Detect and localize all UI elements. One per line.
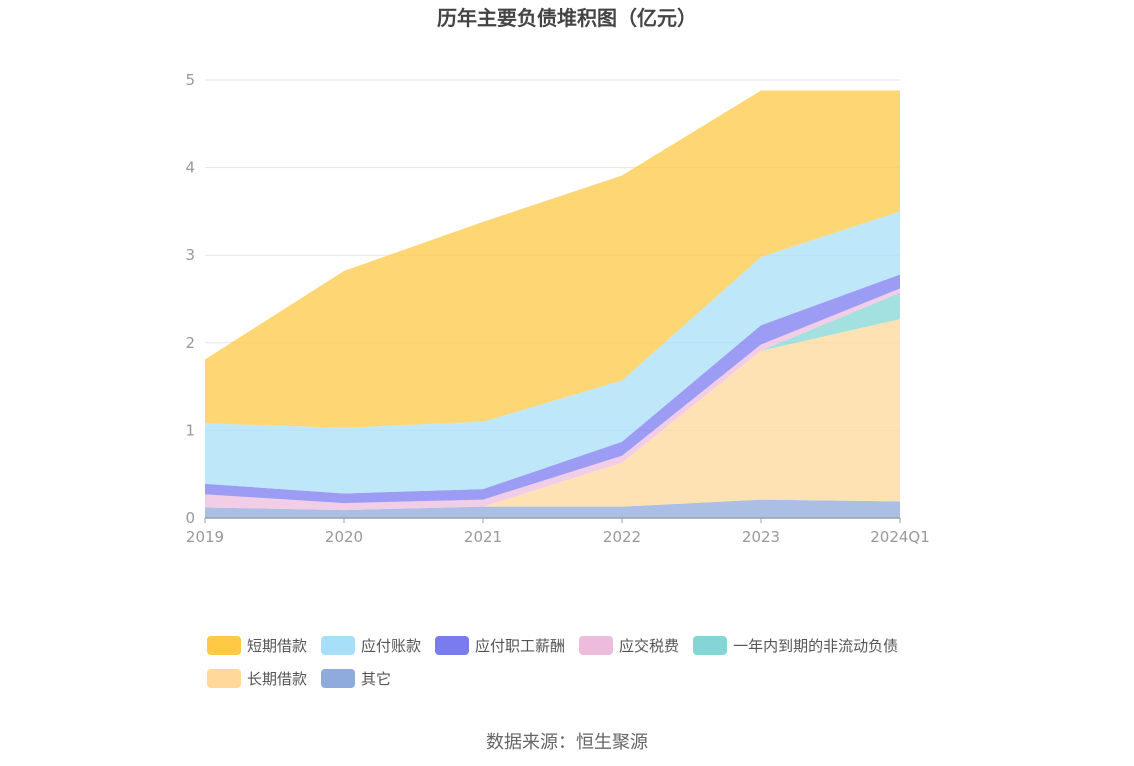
legend-item[interactable]: 一年内到期的非流动负债: [693, 635, 898, 656]
legend-swatch: [207, 669, 241, 688]
x-tick-label: 2021: [464, 528, 502, 546]
chart-title: 历年主要负债堆积图（亿元）: [437, 6, 697, 30]
source-note: 数据来源：恒生聚源: [486, 732, 648, 753]
y-tick-label: 1: [185, 421, 195, 439]
legend-swatch: [207, 636, 241, 655]
stacked-area-chart: 0 1 2 3 4 5 2019 2020 2021 2022 2023 2024Q1: [185, 71, 929, 546]
legend-item[interactable]: 应付账款: [321, 635, 421, 656]
x-tick-label: 2023: [742, 528, 780, 546]
legend-swatch: [579, 636, 614, 655]
legend-item[interactable]: 应付职工薪酬: [435, 635, 565, 656]
area-series-group: [205, 90, 900, 518]
x-tick-label: 2020: [325, 528, 363, 546]
legend-label: 应交税费: [619, 637, 680, 655]
legend-label: 应付职工薪酬: [475, 637, 566, 655]
y-tick-label: 4: [185, 159, 195, 177]
legend-item[interactable]: 长期借款: [207, 668, 307, 689]
axes: 0 1 2 3 4 5 2019 2020 2021 2022 2023 2024Q1: [185, 71, 929, 546]
legend-label: 短期借款: [247, 637, 308, 655]
x-tick-label: 2019: [186, 528, 224, 546]
y-tick-label: 0: [185, 509, 195, 527]
legend-row: 短期借款 应付账款 应付职工薪酬 应交税费 一年内到期的非流动负债: [207, 629, 967, 662]
area-series-1: [205, 319, 900, 511]
area-series-6: [205, 90, 900, 428]
area-series-0: [205, 499, 900, 518]
y-tick-label: 5: [185, 71, 195, 89]
area-series-5: [205, 211, 900, 494]
legend: 短期借款 应付账款 应付职工薪酬 应交税费 一年内到期的非流动负债长期借款 其它: [207, 629, 967, 695]
legend-swatch: [321, 636, 356, 655]
legend-item[interactable]: 应交税费: [579, 635, 679, 656]
legend-label: 应付账款: [361, 637, 422, 655]
legend-item[interactable]: 短期借款: [207, 635, 307, 656]
legend-label: 长期借款: [247, 670, 308, 688]
legend-item[interactable]: 其它: [321, 668, 391, 689]
legend-row: 长期借款 其它: [207, 662, 967, 695]
legend-label: 一年内到期的非流动负债: [733, 637, 899, 655]
y-tick-label: 2: [185, 334, 195, 352]
legend-label: 其它: [361, 670, 392, 688]
x-tick-label: 2024Q1: [870, 528, 930, 546]
x-tick-label: 2022: [603, 528, 641, 546]
legend-swatch: [435, 636, 470, 655]
y-tick-label: 3: [185, 246, 195, 264]
legend-swatch: [693, 636, 728, 655]
legend-swatch: [321, 669, 356, 688]
